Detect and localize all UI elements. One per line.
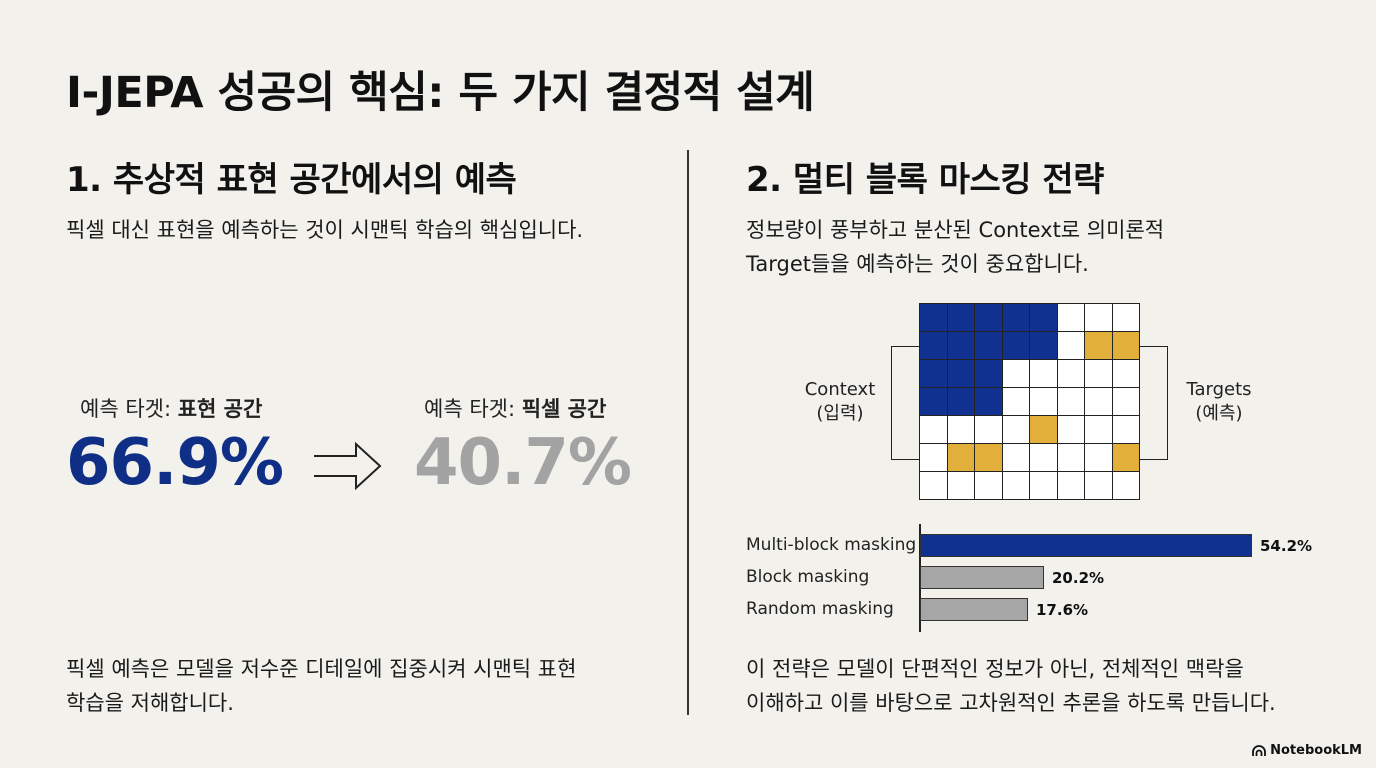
- right-arrow-icon: [314, 441, 382, 491]
- bar-category-label: Random masking: [746, 599, 894, 619]
- context-label: Context (입력): [804, 379, 876, 424]
- context-cell: [1030, 332, 1058, 360]
- right-subtitle: 정보량이 풍부하고 분산된 Context로 의미론적 Target들을 예측하는…: [746, 218, 1165, 276]
- grid-cell: [1002, 388, 1030, 416]
- target-cell: [947, 444, 975, 472]
- grid-cell: [1030, 360, 1058, 388]
- bar-value-label: 54.2%: [1260, 537, 1313, 555]
- context-cell: [975, 304, 1003, 332]
- target-cell: [975, 444, 1003, 472]
- grid-cell: [1002, 472, 1030, 500]
- target-cell: [1112, 332, 1140, 360]
- bar-multi-block-masking: [920, 534, 1252, 557]
- right-heading: 2. 멀티 블록 마스킹 전략: [746, 160, 1104, 200]
- grid-cell: [1030, 388, 1058, 416]
- grid-cell: [1112, 304, 1140, 332]
- grid-cell: [947, 416, 975, 444]
- context-cell: [920, 388, 948, 416]
- brand-logo: NotebookLM: [1252, 743, 1362, 758]
- grid-cell: [1057, 360, 1085, 388]
- context-cell: [947, 332, 975, 360]
- context-cell: [920, 332, 948, 360]
- grid-cell: [920, 444, 948, 472]
- grid-cell: [975, 472, 1003, 500]
- grid-cell: [1057, 472, 1085, 500]
- grid-cell: [1112, 416, 1140, 444]
- context-cell: [947, 360, 975, 388]
- page-title: I-JEPA 성공의 핵심: 두 가지 결정적 설계: [66, 68, 815, 118]
- context-cell: [975, 332, 1003, 360]
- context-cell: [1030, 304, 1058, 332]
- grid-cell: [1057, 332, 1085, 360]
- stat-label-representation: 예측 타겟: 표현 공간: [80, 397, 263, 421]
- stat-label-pixel: 예측 타겟: 픽셀 공간: [424, 397, 607, 421]
- targets-bracket: [1139, 346, 1168, 460]
- targets-label: Targets (예측): [1186, 379, 1252, 424]
- grid-cell: [1085, 304, 1113, 332]
- grid-cell: [1112, 388, 1140, 416]
- grid-cell: [1085, 416, 1113, 444]
- left-heading: 1. 추상적 표현 공간에서의 예측: [66, 160, 517, 200]
- grid-cell: [920, 472, 948, 500]
- grid-cell: [1057, 444, 1085, 472]
- column-divider: [687, 150, 689, 715]
- grid-cell: [1057, 388, 1085, 416]
- context-cell: [975, 388, 1003, 416]
- grid-cell: [1112, 360, 1140, 388]
- context-bracket: [891, 346, 919, 460]
- grid-cell: [1085, 472, 1113, 500]
- context-cell: [1002, 332, 1030, 360]
- right-footer: 이 전략은 모델이 단편적인 정보가 아닌, 전체적인 맥락을 이해하고 이를 바…: [746, 657, 1276, 715]
- context-cell: [975, 360, 1003, 388]
- bar-value-label: 17.6%: [1036, 601, 1089, 619]
- bar-category-label: Multi-block masking: [746, 535, 917, 555]
- grid-cell: [947, 472, 975, 500]
- stat-value-representation: 66.9%: [66, 426, 284, 500]
- bar-random-masking: [920, 598, 1028, 621]
- grid-cell: [1085, 444, 1113, 472]
- context-cell: [920, 304, 948, 332]
- grid-cell: [1002, 444, 1030, 472]
- bar-block-masking: [920, 566, 1044, 589]
- grid-cell: [1002, 360, 1030, 388]
- bar-category-label: Block masking: [746, 567, 870, 587]
- grid-cell: [1030, 444, 1058, 472]
- context-cell: [947, 304, 975, 332]
- grid-cell: [1057, 416, 1085, 444]
- context-cell: [947, 388, 975, 416]
- grid-cell: [1112, 472, 1140, 500]
- grid-cell: [975, 416, 1003, 444]
- bar-value-label: 20.2%: [1052, 569, 1105, 587]
- brand-name: NotebookLM: [1270, 743, 1362, 758]
- grid-cell: [1085, 360, 1113, 388]
- context-cell: [1002, 304, 1030, 332]
- notebooklm-icon: [1252, 744, 1267, 756]
- grid-cell: [1057, 304, 1085, 332]
- stat-value-pixel: 40.7%: [414, 426, 632, 500]
- grid-cell: [1030, 472, 1058, 500]
- left-subtitle: 픽셀 대신 표현을 예측하는 것이 시맨틱 학습의 핵심입니다.: [66, 218, 584, 242]
- grid-cell: [920, 416, 948, 444]
- target-cell: [1112, 444, 1140, 472]
- masking-grid: [919, 303, 1140, 500]
- context-cell: [920, 360, 948, 388]
- target-cell: [1085, 332, 1113, 360]
- left-footer: 픽셀 예측은 모델을 저수준 디테일에 집중시켜 시맨틱 표현 학습을 저해합니다…: [66, 657, 577, 715]
- grid-cell: [1085, 388, 1113, 416]
- target-cell: [1030, 416, 1058, 444]
- grid-cell: [1002, 416, 1030, 444]
